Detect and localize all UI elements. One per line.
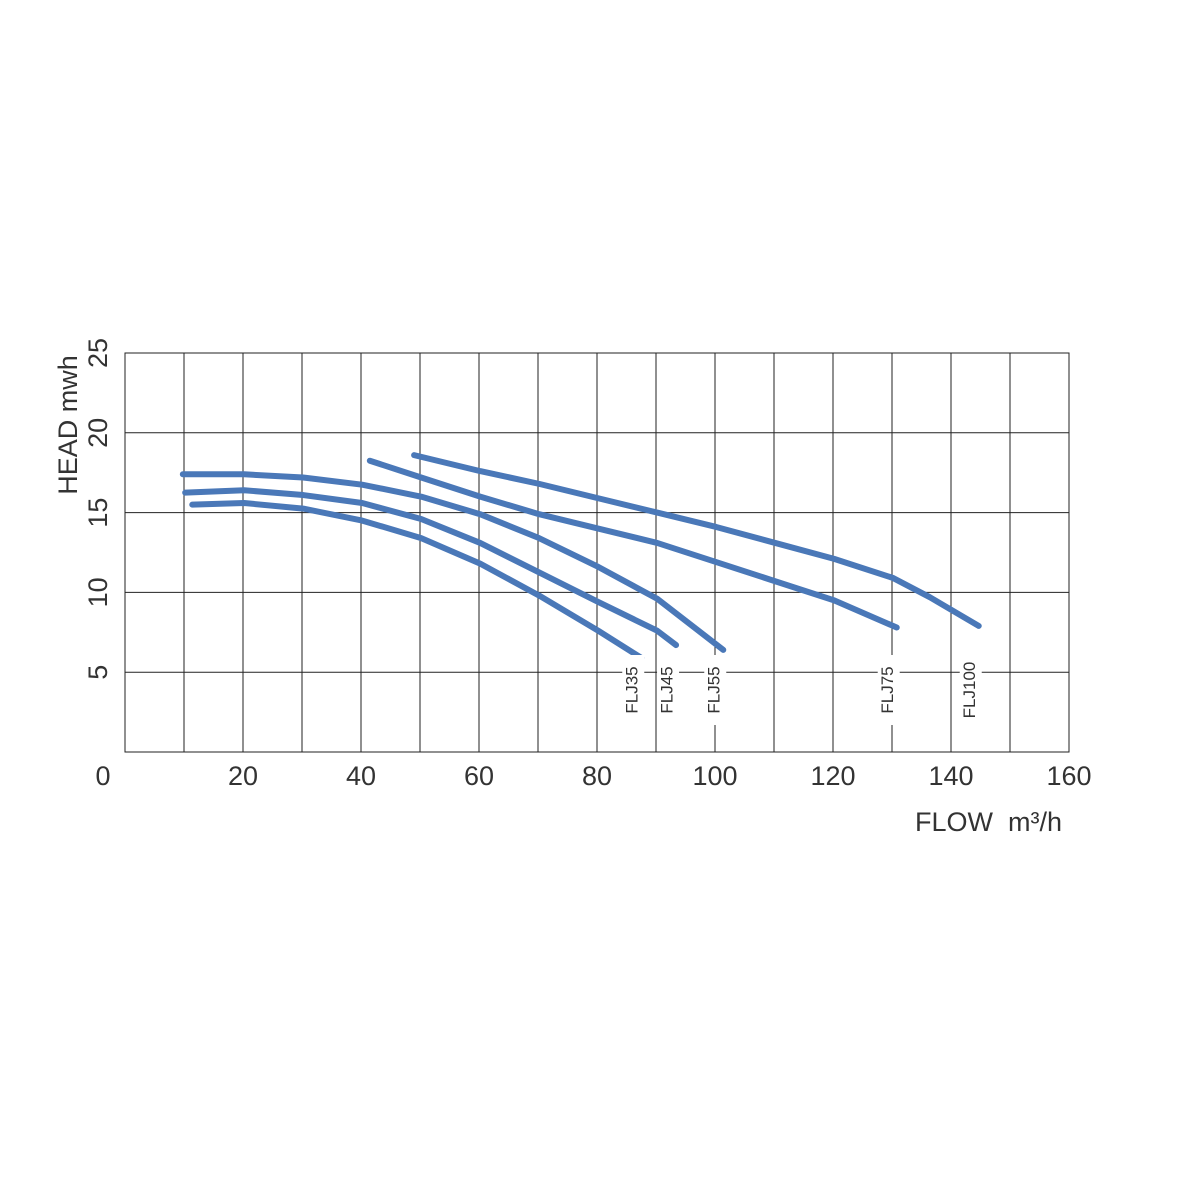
y-tick-label: 25 — [83, 338, 113, 368]
pump-curve — [366, 457, 900, 631]
pump-curve — [189, 500, 645, 661]
origin-label: 0 — [95, 761, 110, 791]
x-axis-title: FLOW m³/h — [915, 807, 1062, 837]
y-tick-label: 10 — [83, 577, 113, 607]
x-tick-label: 140 — [928, 761, 973, 791]
series-label: FLJ45 — [658, 666, 677, 713]
x-tick-label: 20 — [228, 761, 258, 791]
pump-curve — [411, 452, 982, 629]
x-tick-label: 40 — [346, 761, 376, 791]
series-label: FLJ35 — [623, 666, 642, 713]
y-tick-label: 15 — [83, 498, 113, 528]
label-bg — [622, 655, 645, 725]
y-tick-label: 5 — [83, 665, 113, 680]
series-label: FLJ75 — [878, 666, 897, 713]
series-label: FLJ100 — [960, 662, 979, 719]
label-bg — [959, 655, 982, 725]
y-tick-label: 20 — [83, 418, 113, 448]
x-tick-label: 60 — [464, 761, 494, 791]
series-label: FLJ55 — [705, 666, 724, 713]
label-bg — [877, 655, 900, 725]
pump-curve — [182, 487, 680, 649]
y-axis-title: HEAD mwh — [53, 355, 83, 495]
label-bg — [704, 655, 727, 725]
x-tick-label: 120 — [810, 761, 855, 791]
x-tick-label: 100 — [692, 761, 737, 791]
label-bg — [657, 655, 680, 725]
x-tick-label: 80 — [582, 761, 612, 791]
pump-curve — [179, 471, 727, 653]
x-tick-label: 160 — [1046, 761, 1091, 791]
